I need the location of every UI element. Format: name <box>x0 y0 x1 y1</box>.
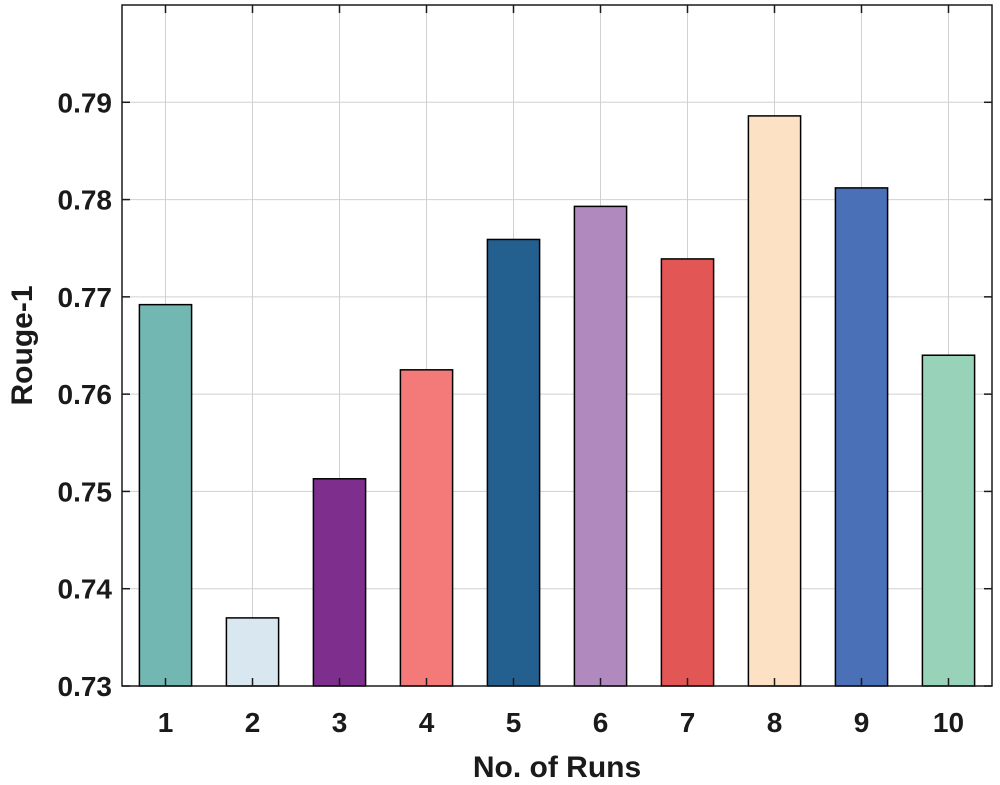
x-tick-label-6: 6 <box>593 707 609 738</box>
y-tick-label-0.75: 0.75 <box>58 476 113 507</box>
y-tick-label-0.78: 0.78 <box>58 185 113 216</box>
x-tick-label-9: 9 <box>854 707 870 738</box>
x-tick-label-2: 2 <box>245 707 261 738</box>
bar-9 <box>834 187 889 687</box>
bar-4 <box>399 369 454 687</box>
x-tick-label-8: 8 <box>767 707 783 738</box>
bar-7 <box>660 258 715 687</box>
tick-labels: 1 2 3 4 5 6 7 8 9 10 0.73 0.74 0.75 0.76 0.77 0.78 0.79 <box>58 87 965 738</box>
bar-1 <box>138 303 193 687</box>
y-tick-label-0.76: 0.76 <box>58 379 113 410</box>
bar-8 <box>747 115 802 687</box>
x-tick-label-7: 7 <box>680 707 696 738</box>
bar-2 <box>225 617 280 687</box>
plot-frame <box>121 4 993 687</box>
x-tick-label-3: 3 <box>332 707 348 738</box>
y-axis-title: Rouge-1 <box>6 286 39 406</box>
y-tick-label-0.74: 0.74 <box>58 574 113 605</box>
bar-6 <box>573 205 628 687</box>
x-tick-label-5: 5 <box>506 707 522 738</box>
bar-10 <box>921 354 976 687</box>
bars <box>138 115 976 687</box>
y-tick-label-0.77: 0.77 <box>58 282 113 313</box>
x-tick-label-10: 10 <box>933 707 964 738</box>
y-tick-label-0.73: 0.73 <box>58 671 113 702</box>
ticks <box>122 5 992 687</box>
x-tick-label-4: 4 <box>419 707 435 738</box>
bar-3 <box>312 478 367 687</box>
x-axis-title: No. of Runs <box>473 751 641 784</box>
bar-5 <box>486 238 541 687</box>
x-tick-label-1: 1 <box>158 707 174 738</box>
y-tick-label-0.79: 0.79 <box>58 87 113 118</box>
